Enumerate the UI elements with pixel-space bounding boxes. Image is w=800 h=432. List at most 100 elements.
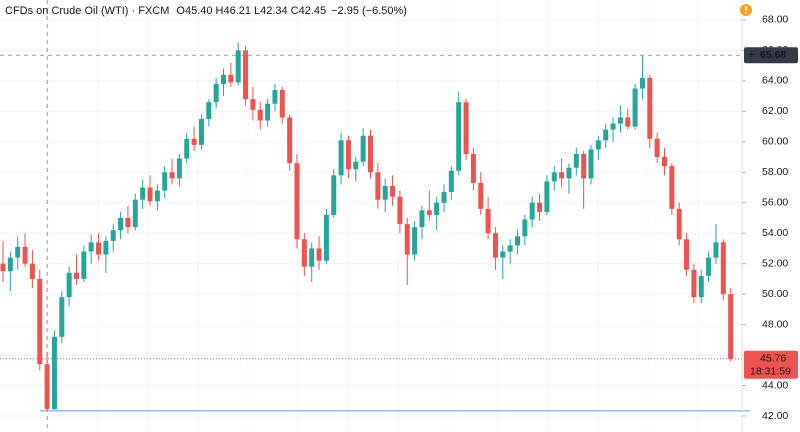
candle-body <box>345 140 351 170</box>
candle-body <box>647 77 653 139</box>
candle-body <box>360 135 366 162</box>
legend: CFDs on Crude Oil (WTI) · FXCM O 45.40 H 46… <box>5 5 407 17</box>
candle-body <box>397 196 403 225</box>
candle-body <box>287 117 293 164</box>
candle-body <box>301 239 307 267</box>
candle-body <box>632 88 638 127</box>
candle-body <box>323 214 329 261</box>
candle-body <box>309 248 315 267</box>
alert-icon-mark <box>745 6 747 11</box>
candle-body <box>0 263 6 272</box>
candle-body <box>382 185 388 200</box>
candle-body <box>595 140 601 150</box>
candle-body <box>456 102 462 171</box>
candle-body <box>368 135 373 173</box>
candle-body <box>485 208 491 234</box>
candle-body <box>147 187 153 202</box>
candle-body <box>507 245 513 252</box>
y-tick-label: 44.00 <box>762 379 788 391</box>
candle-body <box>213 83 219 103</box>
legend-value: 45.40 <box>185 5 213 17</box>
candle-body <box>375 172 381 200</box>
candle-body <box>492 233 498 258</box>
candle-body <box>66 272 72 298</box>
candle-body <box>22 246 28 264</box>
crosshair-badge <box>744 47 798 64</box>
candle-body <box>669 166 675 209</box>
candle-body <box>684 239 690 270</box>
alert-icon-dot <box>745 12 747 14</box>
candle-body <box>118 217 124 231</box>
y-tick-label: 52.00 <box>762 257 788 269</box>
candle-body <box>198 118 204 145</box>
candle-body <box>559 172 565 179</box>
candle-body <box>169 172 175 179</box>
candle-body <box>338 140 344 176</box>
plot <box>0 0 750 432</box>
candle-body <box>706 257 712 276</box>
candle-body <box>279 90 285 118</box>
legend-key: C <box>291 5 299 17</box>
candle-body <box>154 190 160 202</box>
legend-key: L <box>254 5 260 17</box>
candle-body <box>529 202 535 220</box>
candle-body <box>463 102 469 155</box>
candle-body <box>500 251 506 258</box>
candle-body <box>470 154 476 183</box>
candle-body <box>544 181 550 212</box>
candle-body <box>15 246 21 258</box>
candle-body <box>639 77 645 89</box>
candle-body <box>265 103 271 121</box>
candle-body <box>419 210 425 228</box>
candle-body <box>676 208 682 240</box>
candle-body <box>29 263 35 279</box>
candle-body <box>412 227 418 255</box>
crosshair-price: 65.68 <box>760 49 786 61</box>
candle-body <box>654 138 660 158</box>
candle-body <box>713 242 719 258</box>
legend-value: 42.34 <box>260 5 288 17</box>
candle-body <box>603 129 609 141</box>
candle-body <box>221 74 226 84</box>
y-tick-label: 50.00 <box>762 288 788 300</box>
y-tick-label: 62.00 <box>762 105 788 117</box>
candle-body <box>522 219 528 237</box>
candle-body <box>140 187 146 200</box>
candle-body <box>581 154 587 179</box>
legend-key: O <box>176 5 185 17</box>
candle-body <box>720 242 726 295</box>
candle-body <box>588 149 594 179</box>
candle-body <box>51 336 57 410</box>
candle-body <box>691 269 697 298</box>
last-price: 45.76 <box>760 353 786 365</box>
price-axis: 42.0044.0046.0048.0050.0052.0054.0056.00… <box>742 14 798 422</box>
candle-body <box>390 185 396 197</box>
last-price-badge <box>744 350 798 379</box>
candle-body <box>7 257 13 272</box>
y-tick-label: 54.00 <box>762 227 788 239</box>
candle-body <box>353 161 359 170</box>
crosshair-plus: + <box>748 49 754 61</box>
candle-body <box>617 117 623 124</box>
candle-body <box>728 294 734 359</box>
candle-body <box>566 167 572 179</box>
candle-body <box>537 202 543 212</box>
y-tick-label: 60.00 <box>762 136 788 148</box>
candle-body <box>235 50 241 83</box>
candle-body <box>625 117 631 127</box>
candle-body <box>59 297 65 337</box>
legend-value: 42.45 <box>299 5 327 17</box>
candle-body <box>698 275 704 298</box>
candle-body <box>110 230 116 241</box>
y-tick-label: 68.00 <box>762 14 788 26</box>
candle-body <box>441 192 447 203</box>
candle-body <box>81 251 87 279</box>
candle-body <box>125 217 131 228</box>
candle-body <box>37 278 43 365</box>
candle-body <box>426 210 432 215</box>
candle-body <box>162 172 168 191</box>
y-tick-label: 64.00 <box>762 75 788 87</box>
candle-body <box>331 175 337 215</box>
candle-body <box>228 74 234 83</box>
